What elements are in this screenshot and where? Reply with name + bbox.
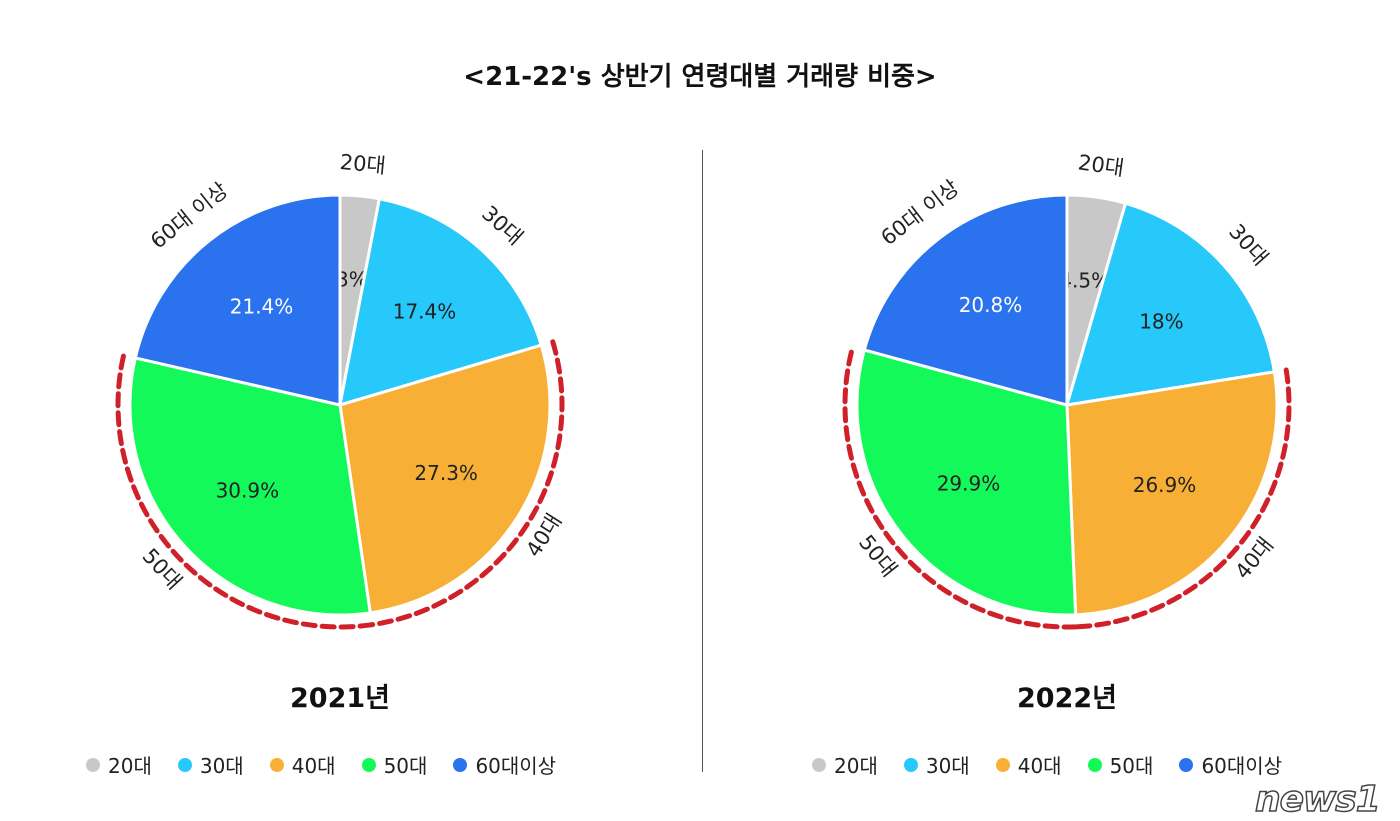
category-label-1-2: 40대 <box>1230 533 1278 584</box>
category-label-1-1: 30대 <box>1224 220 1272 270</box>
pie-slice-0-4 <box>133 193 342 407</box>
data-label-0-3: 30.9% <box>216 478 280 502</box>
legend-item: 40대 <box>269 750 336 779</box>
highlight-arc-0-3 <box>115 352 375 630</box>
data-label-0-4: 21.4% <box>230 294 294 318</box>
data-label-1-2: 26.9% <box>1133 473 1197 497</box>
data-label-1-1: 18% <box>1139 310 1183 334</box>
legend-item: 30대 <box>177 750 244 779</box>
legend-swatch <box>453 757 468 772</box>
legend-label: 40대 <box>291 754 336 778</box>
chart-title-2021: 2021년 <box>290 683 390 714</box>
legend-label: 60대이상 <box>475 754 557 778</box>
legend-item: 50대 <box>1087 750 1154 779</box>
pie-slice-1-1 <box>1064 201 1277 407</box>
page-title: <21-22's 상반기 연령대별 거래량 비중> <box>463 62 937 92</box>
chart-title-2022: 2022년 <box>1017 683 1117 714</box>
data-label-0-2: 27.3% <box>414 461 478 485</box>
data-label-0-1: 17.4% <box>393 300 457 324</box>
category-label-1-3: 50대 <box>854 530 901 581</box>
legend-item: 30대 <box>903 750 970 779</box>
legend-2022: 20대 30대 40대 50대 60대이상 <box>812 750 1282 779</box>
category-label-0-1: 30대 <box>477 201 527 250</box>
data-label-1-4: 20.8% <box>959 293 1023 317</box>
legend-swatch <box>269 757 284 772</box>
legend-item: 40대 <box>995 750 1062 779</box>
legend-label: 30대 <box>925 754 970 778</box>
highlight-arc-1-3 <box>842 344 1079 630</box>
pie-slice-1-4 <box>862 193 1069 407</box>
legend-item: 60대이상 <box>1179 750 1282 779</box>
legend-2021: 20대 30대 40대 50대 60대이상 <box>86 750 556 779</box>
legend-item: 50대 <box>361 750 428 779</box>
legend-item: 60대이상 <box>453 750 556 779</box>
data-label-1-3: 29.9% <box>937 472 1001 496</box>
pie-slice-0-1 <box>338 196 544 408</box>
legend-label: 20대 <box>108 754 152 778</box>
legend-swatch <box>86 757 100 772</box>
pie-slice-1-2 <box>1065 370 1279 617</box>
legend-label: 40대 <box>1017 754 1062 778</box>
pie-slice-1-3 <box>855 348 1078 617</box>
pie-slice-0-2 <box>338 343 552 615</box>
legend-label: 50대 <box>383 754 428 778</box>
pie-slice-0-3 <box>128 356 372 617</box>
legend-label: 60대이상 <box>1201 754 1283 778</box>
news1-logo-watermark: news1 <box>1254 779 1381 820</box>
category-label-1-0: 20대 <box>1077 150 1126 180</box>
legend-swatch <box>995 757 1010 772</box>
legend-swatch <box>1087 757 1102 772</box>
legend-item: 20대 <box>86 750 152 779</box>
legend-label: 30대 <box>199 754 244 778</box>
legend-swatch <box>812 757 826 772</box>
category-label-0-0: 20대 <box>339 150 387 178</box>
legend-item: 20대 <box>812 750 878 779</box>
legend-swatch <box>903 757 918 772</box>
legend-swatch <box>177 757 192 772</box>
legend-swatch <box>1179 757 1194 772</box>
legend-label: 20대 <box>834 754 878 778</box>
divider <box>702 150 703 772</box>
legend-swatch <box>361 757 376 772</box>
legend-label: 50대 <box>1109 754 1154 778</box>
highlight-arc-0-2 <box>369 339 565 628</box>
category-label-0-3: 50대 <box>138 544 187 594</box>
category-label-0-2: 40대 <box>521 509 566 561</box>
